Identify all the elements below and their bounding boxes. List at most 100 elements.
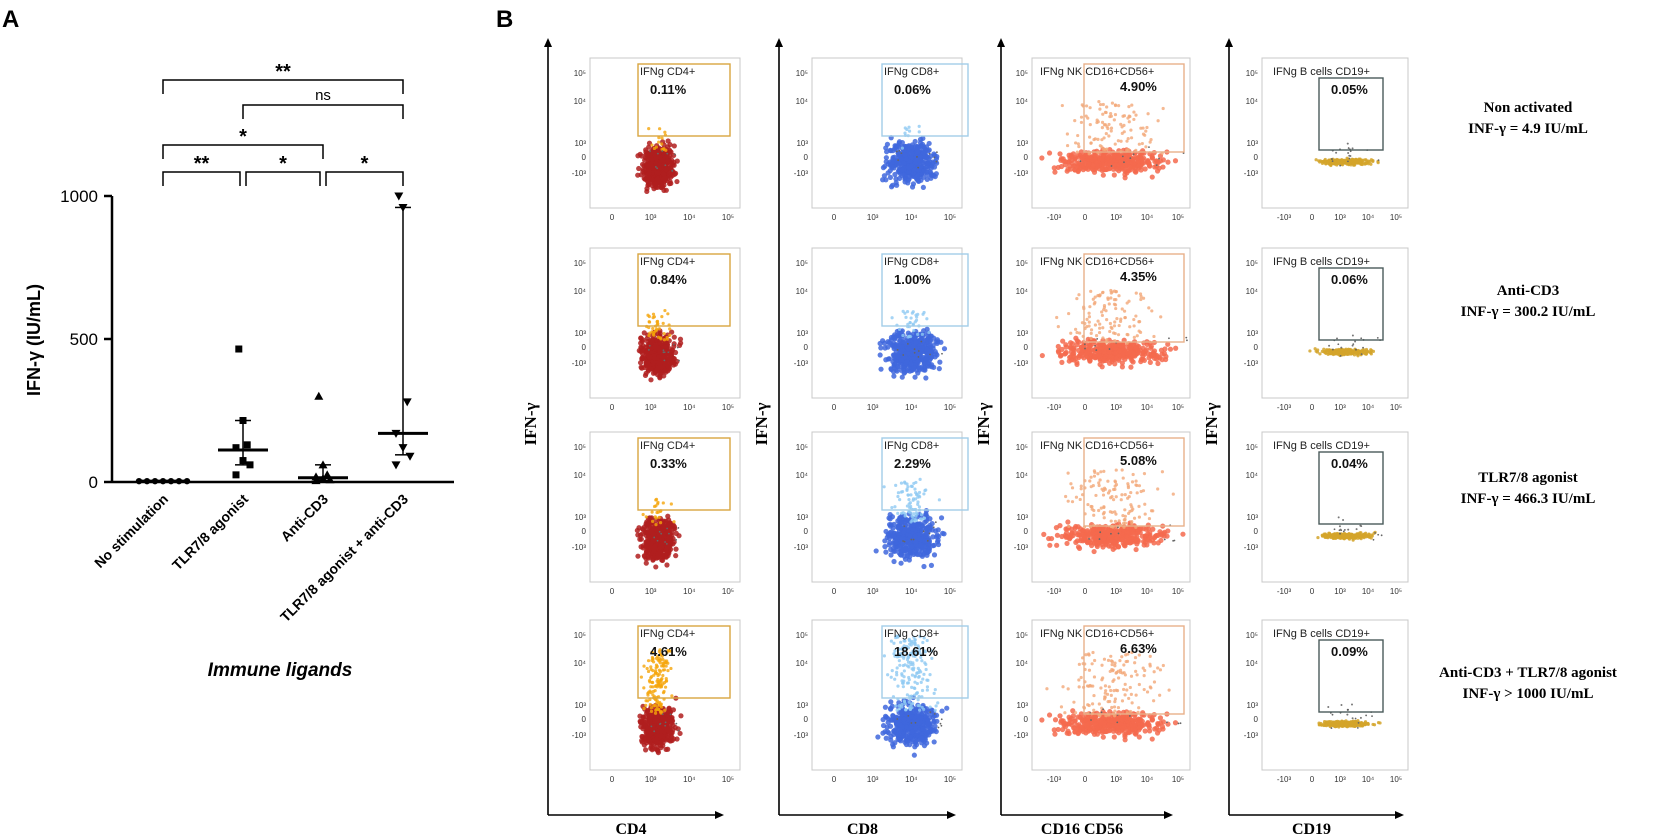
y-tick-label: 0 (1024, 153, 1029, 162)
event-dot (1155, 360, 1161, 367)
event-dot (909, 144, 915, 150)
data-point (232, 471, 240, 479)
y-tick-label: 10⁴ (574, 97, 587, 106)
event-dot (652, 718, 659, 724)
positive-event-dot (1073, 119, 1077, 123)
outlier-dot (666, 152, 669, 155)
positive-event-dot (647, 320, 652, 324)
event-dot (660, 525, 666, 531)
y-tick-label: 10⁵ (1016, 259, 1028, 268)
outlier-dot (928, 152, 931, 155)
event-dot (921, 544, 927, 550)
x-tick-label: 10⁵ (944, 775, 956, 784)
data-point (235, 345, 243, 353)
x-tick-label: 10³ (645, 213, 657, 222)
x-axis-label: Immune ligands (208, 660, 353, 681)
outlier-dot (934, 521, 937, 524)
positive-event-dot (654, 708, 658, 712)
outlier-dot (914, 721, 917, 724)
event-dot (666, 727, 672, 733)
y-tick-label: -10³ (794, 543, 809, 552)
event-dot (667, 153, 673, 159)
event-dot (1060, 338, 1066, 344)
positive-event-dot (896, 684, 900, 688)
event-dot (665, 513, 671, 519)
event-dot (638, 335, 644, 341)
positive-event-dot (932, 691, 936, 695)
event-dot (936, 366, 942, 372)
event-dot (898, 357, 904, 363)
event-dot (648, 161, 654, 167)
positive-event-dot (1096, 137, 1100, 141)
column-y-label: IFN-γ (752, 403, 771, 446)
positive-event-dot (924, 488, 928, 492)
event-dot (885, 170, 891, 176)
positive-event-dot (649, 709, 654, 713)
positive-event-dot (654, 523, 658, 527)
event-dot (912, 533, 918, 540)
outlier-dot (897, 159, 900, 162)
positive-event-dot (936, 701, 940, 705)
event-dot (671, 143, 677, 149)
event-dot (889, 341, 895, 348)
positive-event-dot (1116, 104, 1121, 108)
positive-event-dot (1129, 128, 1133, 132)
event-dot (885, 356, 891, 362)
event-dot (1149, 174, 1155, 180)
event-dot (896, 333, 902, 339)
event-dot (673, 553, 679, 559)
y-tick-label: -10³ (794, 169, 809, 178)
y-tick-label: 10⁵ (574, 631, 586, 640)
positive-event-dot (916, 332, 920, 336)
plot-frame (811, 431, 963, 583)
event-dot (1082, 160, 1088, 166)
outlier-dot (895, 150, 898, 153)
positive-event-dot (933, 688, 937, 692)
event-dot (644, 188, 650, 195)
positive-event-dot (889, 675, 893, 679)
outlier-dot (677, 729, 680, 732)
outlier-dot (1132, 153, 1135, 156)
event-dot (676, 342, 683, 349)
event-dot (663, 547, 669, 554)
x-tick-label: 10³ (867, 403, 879, 412)
event-dot (1147, 359, 1153, 366)
positive-event-dot (915, 512, 919, 516)
event-dot (1099, 156, 1105, 163)
data-point (325, 475, 335, 484)
event-dot (880, 177, 886, 183)
outlier-dot (898, 149, 901, 152)
positive-event-dot (647, 679, 652, 683)
positive-event-dot (1110, 101, 1115, 105)
gate-label: IFNg CD4+ (640, 628, 695, 640)
positive-event-dot (1098, 102, 1103, 107)
positive-event-dot (909, 504, 913, 508)
event-dot (641, 364, 647, 371)
outlier-dot (661, 150, 664, 152)
event-dot (637, 360, 644, 366)
positive-event-dot (1105, 105, 1109, 109)
positive-event-dot (652, 333, 656, 337)
data-point (183, 477, 191, 485)
event-dot (667, 525, 673, 531)
positive-event-dot (1103, 147, 1107, 152)
positive-event-dot (657, 327, 661, 331)
positive-event-dot (914, 692, 919, 696)
positive-event-dot (910, 484, 914, 489)
event-dot (674, 158, 680, 164)
positive-event-dot (1088, 123, 1092, 127)
event-dot (906, 338, 912, 344)
event-dot (1039, 155, 1045, 161)
event-dot (671, 343, 677, 349)
outlier-dot (664, 721, 667, 724)
outlier-dot (933, 156, 936, 159)
positive-event-dot (896, 511, 900, 515)
event-dot (910, 343, 917, 349)
column-y-label: IFN-γ (974, 403, 993, 446)
positive-event-dot (900, 146, 904, 150)
outlier-dot (1121, 155, 1124, 158)
gate-label: IFNg CD8+ (884, 66, 939, 78)
